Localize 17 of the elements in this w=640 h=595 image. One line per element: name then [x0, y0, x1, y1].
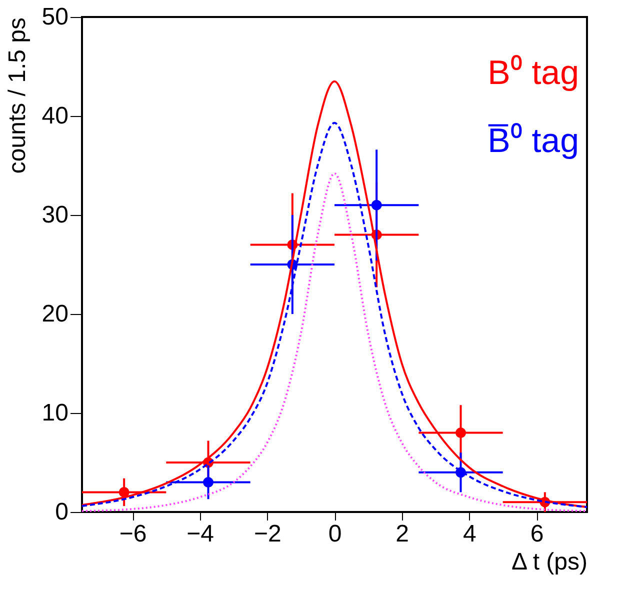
- y-tick-label: 0: [55, 498, 68, 526]
- x-tick-label: −2: [254, 520, 282, 548]
- x-axis-title: Δ t (ps): [511, 548, 588, 576]
- text: B̅⁰ tag: [488, 122, 579, 160]
- y-tick-label: 50: [42, 4, 68, 30]
- x-tick-label: 2: [396, 520, 410, 548]
- text: B⁰ tag: [488, 54, 579, 92]
- x-tick-label: 6: [530, 520, 544, 548]
- y-axis-title: counts / 1.5 ps: [4, 18, 31, 174]
- y-tick-label: 20: [42, 300, 68, 328]
- x-tick-label: −6: [119, 520, 147, 548]
- x-tick-label: −4: [186, 520, 214, 548]
- y-tick-label: 30: [42, 202, 68, 228]
- x-tick-label: 0: [328, 520, 342, 548]
- y-tick-label: 40: [42, 102, 68, 130]
- x-tick-label: 4: [462, 520, 476, 548]
- y-tick-label: 10: [42, 400, 68, 426]
